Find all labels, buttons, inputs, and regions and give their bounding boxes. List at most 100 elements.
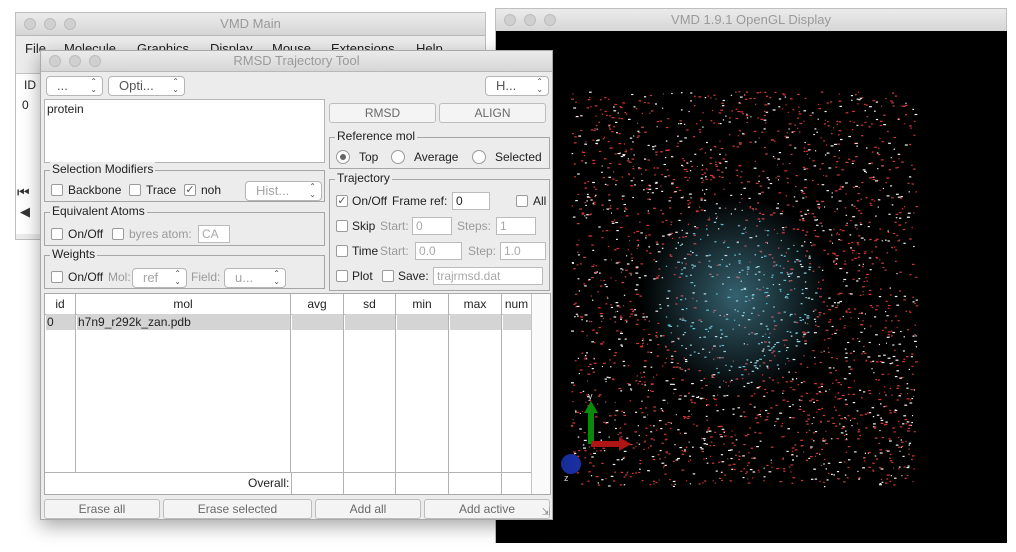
minimize-icon[interactable] bbox=[44, 18, 56, 30]
reference-selected-radio[interactable] bbox=[472, 150, 486, 164]
hist-select[interactable]: Hist... bbox=[245, 181, 322, 201]
help-menu-button[interactable]: H... bbox=[485, 76, 549, 96]
all-checkbox[interactable] bbox=[516, 195, 528, 207]
table-header-row: id mol avg sd min max num bbox=[45, 294, 532, 315]
equivalent-atoms-group: Equivalent Atoms On/Off byres atom: CA bbox=[44, 204, 325, 246]
save-file-field[interactable]: trajrmsd.dat bbox=[433, 267, 543, 285]
backbone-label: Backbone bbox=[68, 183, 122, 197]
skip-steps-field[interactable]: 1 bbox=[496, 217, 536, 235]
col-id bbox=[45, 314, 76, 472]
skip-start-field[interactable]: 0 bbox=[412, 217, 452, 235]
first-frame-icon[interactable]: ⏮ bbox=[17, 184, 30, 200]
weights-field-select[interactable]: u... bbox=[224, 268, 286, 288]
minimize-icon[interactable] bbox=[69, 55, 81, 67]
reference-selected-label: Selected bbox=[495, 150, 542, 164]
water-box-render: y z bbox=[561, 91, 919, 488]
time-label: Time bbox=[352, 244, 379, 258]
resize-grip-icon[interactable]: ⇲ bbox=[541, 507, 550, 518]
trace-checkbox[interactable] bbox=[129, 184, 141, 196]
results-table: id mol avg sd min max num 0 h7n9_r292k_z… bbox=[44, 293, 551, 495]
overall-row: Overall: bbox=[45, 472, 532, 494]
col-mol-header[interactable]: mol bbox=[76, 294, 291, 314]
time-start-field[interactable]: 0.0 bbox=[415, 242, 462, 260]
weights-onoff-checkbox[interactable] bbox=[51, 271, 63, 283]
weights-mol-select[interactable]: ref bbox=[132, 268, 187, 288]
selection-modifiers-title: Selection Modifiers bbox=[50, 162, 156, 176]
axis-y-label: y bbox=[588, 391, 593, 401]
skip-checkbox[interactable] bbox=[336, 220, 348, 232]
weights-title: Weights bbox=[50, 247, 98, 261]
add-all-button[interactable]: Add all bbox=[315, 499, 421, 519]
backbone-checkbox[interactable] bbox=[51, 184, 63, 196]
col-sd-header[interactable]: sd bbox=[344, 294, 396, 314]
reference-top-radio[interactable] bbox=[336, 150, 350, 164]
opengl-titlebar[interactable]: VMD 1.9.1 OpenGL Display bbox=[496, 9, 1006, 32]
time-step-field[interactable]: 1.0 bbox=[500, 242, 546, 260]
byres-checkbox[interactable] bbox=[112, 228, 124, 240]
selection-text-area[interactable]: protein bbox=[44, 99, 325, 163]
weights-group: Weights On/Off Mol: ref Field: u... bbox=[44, 247, 325, 289]
col-num bbox=[502, 314, 532, 472]
weights-field-label: Field: bbox=[191, 270, 221, 284]
reference-average-radio[interactable] bbox=[391, 150, 405, 164]
time-checkbox[interactable] bbox=[336, 245, 348, 257]
byres-label: byres atom: bbox=[129, 227, 192, 241]
close-icon[interactable] bbox=[24, 18, 36, 30]
col-max-header[interactable]: max bbox=[449, 294, 502, 314]
col-sd bbox=[344, 314, 396, 472]
noh-checkbox[interactable]: ✓ bbox=[184, 184, 196, 196]
erase-selected-button[interactable]: Erase selected bbox=[163, 499, 312, 519]
align-button[interactable]: ALIGN bbox=[439, 103, 546, 123]
rmsd-titlebar[interactable]: RMSD Trajectory Tool bbox=[41, 51, 552, 72]
col-min-header[interactable]: min bbox=[396, 294, 449, 314]
byres-atom-field[interactable]: CA bbox=[198, 225, 230, 243]
opengl-title: VMD 1.9.1 OpenGL Display bbox=[671, 12, 831, 27]
frame-ref-label: Frame ref: bbox=[392, 194, 448, 208]
row-id: 0 bbox=[47, 315, 54, 329]
reference-average-label: Average bbox=[414, 150, 459, 164]
file-menu-button[interactable]: ... bbox=[46, 76, 103, 96]
equivalent-onoff-checkbox[interactable] bbox=[51, 228, 63, 240]
close-icon[interactable] bbox=[49, 55, 61, 67]
all-label: All bbox=[533, 194, 547, 208]
plot-checkbox[interactable] bbox=[336, 270, 348, 282]
trace-label: Trace bbox=[146, 183, 177, 197]
row-mol: h7n9_r292k_zan.pdb bbox=[78, 315, 191, 329]
table-row[interactable]: 0 h7n9_r292k_zan.pdb bbox=[45, 314, 532, 330]
col-max bbox=[449, 314, 502, 472]
rmsd-button[interactable]: RMSD bbox=[329, 103, 436, 123]
weights-onoff-label: On/Off bbox=[68, 270, 104, 284]
selection-modifiers-group: Selection Modifiers Backbone Trace ✓ noh… bbox=[44, 162, 325, 202]
save-checkbox[interactable] bbox=[382, 270, 394, 282]
options-menu-button[interactable]: Opti... bbox=[108, 76, 185, 96]
col-id-header[interactable]: id bbox=[45, 294, 76, 314]
trajectory-onoff-checkbox[interactable]: ✓ bbox=[336, 195, 348, 207]
time-start-label: Start: bbox=[380, 244, 409, 258]
trajectory-title: Trajectory bbox=[335, 171, 392, 185]
rmsd-title: RMSD Trajectory Tool bbox=[233, 53, 360, 68]
zoom-icon[interactable] bbox=[544, 14, 556, 26]
molecule-viewport[interactable]: y z bbox=[496, 31, 1007, 543]
col-num-header[interactable]: num bbox=[502, 294, 532, 314]
frame-ref-field[interactable]: 0 bbox=[452, 192, 490, 210]
skip-steps-label: Steps: bbox=[457, 219, 492, 233]
opengl-display-window: VMD 1.9.1 OpenGL Display y z bbox=[495, 8, 1007, 543]
zoom-icon[interactable] bbox=[89, 55, 101, 67]
minimize-icon[interactable] bbox=[524, 14, 536, 26]
table-scrollbar[interactable] bbox=[531, 294, 550, 494]
vmd-main-titlebar[interactable]: VMD Main bbox=[16, 13, 485, 36]
close-icon[interactable] bbox=[504, 14, 516, 26]
noh-label: noh bbox=[201, 183, 222, 197]
equivalent-onoff-label: On/Off bbox=[68, 227, 104, 241]
vmd-main-title: VMD Main bbox=[220, 16, 281, 31]
col-avg-header[interactable]: avg bbox=[291, 294, 344, 314]
plot-label: Plot bbox=[352, 269, 373, 283]
molecule-id[interactable]: 0 bbox=[22, 98, 29, 112]
reference-top-label: Top bbox=[359, 150, 379, 164]
add-active-button[interactable]: Add active bbox=[424, 499, 550, 519]
protein-core bbox=[641, 196, 831, 396]
erase-all-button[interactable]: Erase all bbox=[44, 499, 160, 519]
play-reverse-icon[interactable]: ◀ bbox=[20, 204, 30, 219]
zoom-icon[interactable] bbox=[64, 18, 76, 30]
skip-start-label: Start: bbox=[380, 219, 409, 233]
